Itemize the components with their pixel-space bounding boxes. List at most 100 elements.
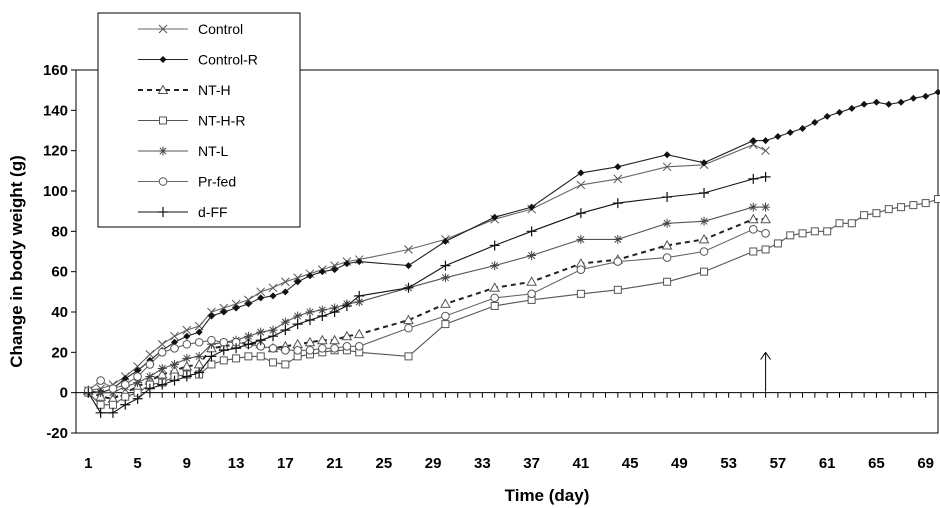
data-point-control-r — [441, 237, 449, 245]
data-point-nt-h-r — [281, 360, 290, 369]
data-point-d-ff — [194, 367, 205, 378]
y-tick-label: 60 — [51, 264, 68, 281]
data-point-pr-fed — [576, 265, 586, 274]
data-point-pr-fed — [305, 346, 315, 355]
data-point-d-ff — [292, 319, 303, 330]
legend-marker-nt-h-r — [159, 116, 167, 125]
data-point-control-r — [835, 108, 843, 116]
data-point-nt-h-r — [108, 400, 117, 409]
data-point-nt-h-r — [847, 219, 856, 228]
legend-label-d-ff: d-FF — [198, 204, 228, 220]
data-point-nt-h-r — [256, 352, 265, 361]
y-tick-label: 100 — [43, 183, 68, 200]
data-point-nt-l — [293, 311, 303, 321]
series-line-nt-h — [87, 218, 766, 400]
data-point-d-ff — [157, 379, 168, 390]
x-tick-label: 37 — [523, 455, 540, 472]
data-point-nt-h-r — [798, 229, 807, 238]
x-tick-label: 49 — [671, 455, 688, 472]
y-axis-title: Change in body weight (g) — [7, 155, 26, 367]
data-point-control-r — [232, 304, 240, 312]
data-point-nt-h-r — [232, 354, 241, 363]
data-point-nt-h — [156, 368, 168, 379]
x-axis-title: Time (day) — [505, 486, 590, 505]
data-point-nt-l — [354, 297, 364, 307]
y-tick-label: 0 — [60, 385, 68, 402]
legend-marker-control-r — [159, 56, 167, 63]
data-point-pr-fed — [527, 289, 536, 299]
data-point-control-r — [762, 137, 770, 145]
data-point-control-r — [700, 159, 708, 167]
data-point-nt-h — [489, 282, 501, 292]
data-point-pr-fed — [219, 337, 229, 347]
data-point-nt-h-r — [96, 400, 105, 409]
data-point-control — [280, 277, 290, 287]
data-point-nt-h-r — [244, 352, 253, 361]
data-point-nt-h-r — [897, 203, 906, 212]
data-point-control-r — [774, 133, 782, 141]
data-point-d-ff — [304, 315, 315, 326]
data-point-control-r — [872, 98, 880, 106]
data-point-control-r — [909, 94, 917, 102]
x-tick-label: 65 — [868, 455, 885, 472]
arrow-head — [760, 351, 772, 360]
series-line-nt-h-r — [87, 198, 939, 406]
legend-marker-nt-l — [158, 146, 168, 156]
data-point-nt-l — [182, 353, 192, 363]
data-point-nt-h-r — [441, 320, 450, 329]
x-tick-label: 21 — [326, 455, 343, 472]
legend-label-nt-l: NT-L — [198, 143, 229, 159]
data-point-nt-h — [316, 334, 328, 345]
x-tick-label: 13 — [228, 455, 245, 472]
data-point-nt-h-r — [860, 211, 869, 220]
data-point-pr-fed — [133, 372, 142, 381]
plot-area — [75, 69, 939, 434]
data-point-control — [145, 349, 155, 359]
data-point-nt-h-r — [219, 356, 228, 365]
data-point-nt-h-r — [761, 245, 770, 254]
data-point-pr-fed — [342, 341, 352, 351]
data-point-nt-h-r — [269, 358, 278, 367]
legend-marker-pr-fed — [158, 177, 168, 186]
data-point-control-r — [355, 258, 363, 266]
data-point-nt-l — [317, 305, 327, 315]
x-tick-label: 17 — [277, 455, 294, 472]
data-point-nt-h — [526, 276, 537, 286]
series-d-ff — [83, 171, 771, 418]
data-point-pr-fed — [699, 247, 709, 256]
x-tick-label: 69 — [917, 455, 934, 472]
data-point-nt-h — [440, 298, 451, 308]
x-tick-label: 25 — [376, 455, 393, 472]
data-point-control-r — [207, 312, 215, 320]
data-point-d-ff — [489, 240, 500, 251]
data-point-control — [182, 325, 192, 335]
data-point-control-r — [318, 268, 326, 276]
annotation-group — [760, 351, 772, 392]
x-tick-label: 29 — [425, 455, 442, 472]
series-group — [82, 88, 940, 418]
legend-label-nt-h: NT-H — [198, 82, 231, 98]
data-point-control-r — [811, 118, 819, 126]
series-control-r — [84, 88, 940, 397]
data-point-pr-fed — [108, 384, 118, 393]
data-point-d-ff — [218, 345, 229, 356]
data-point-pr-fed — [268, 344, 278, 353]
data-point-d-ff — [699, 188, 710, 199]
legend-label-control: Control — [198, 21, 243, 37]
data-point-nt-l — [280, 317, 290, 327]
data-point-nt-l — [490, 261, 500, 271]
data-point-d-ff — [255, 335, 266, 346]
data-point-control — [404, 245, 413, 254]
data-point-d-ff — [132, 393, 143, 404]
data-point-pr-fed — [145, 360, 155, 369]
data-point-control-r — [343, 260, 351, 268]
data-point-nt-l — [748, 202, 758, 212]
y-tick-label: 160 — [43, 62, 68, 79]
data-point-pr-fed — [96, 376, 105, 385]
data-point-control-r — [331, 266, 339, 274]
data-point-pr-fed — [120, 380, 130, 389]
data-point-nt-h — [747, 213, 759, 224]
data-point-pr-fed — [662, 253, 672, 262]
data-point-nt-l — [157, 363, 167, 373]
data-point-nt-l — [243, 331, 253, 341]
